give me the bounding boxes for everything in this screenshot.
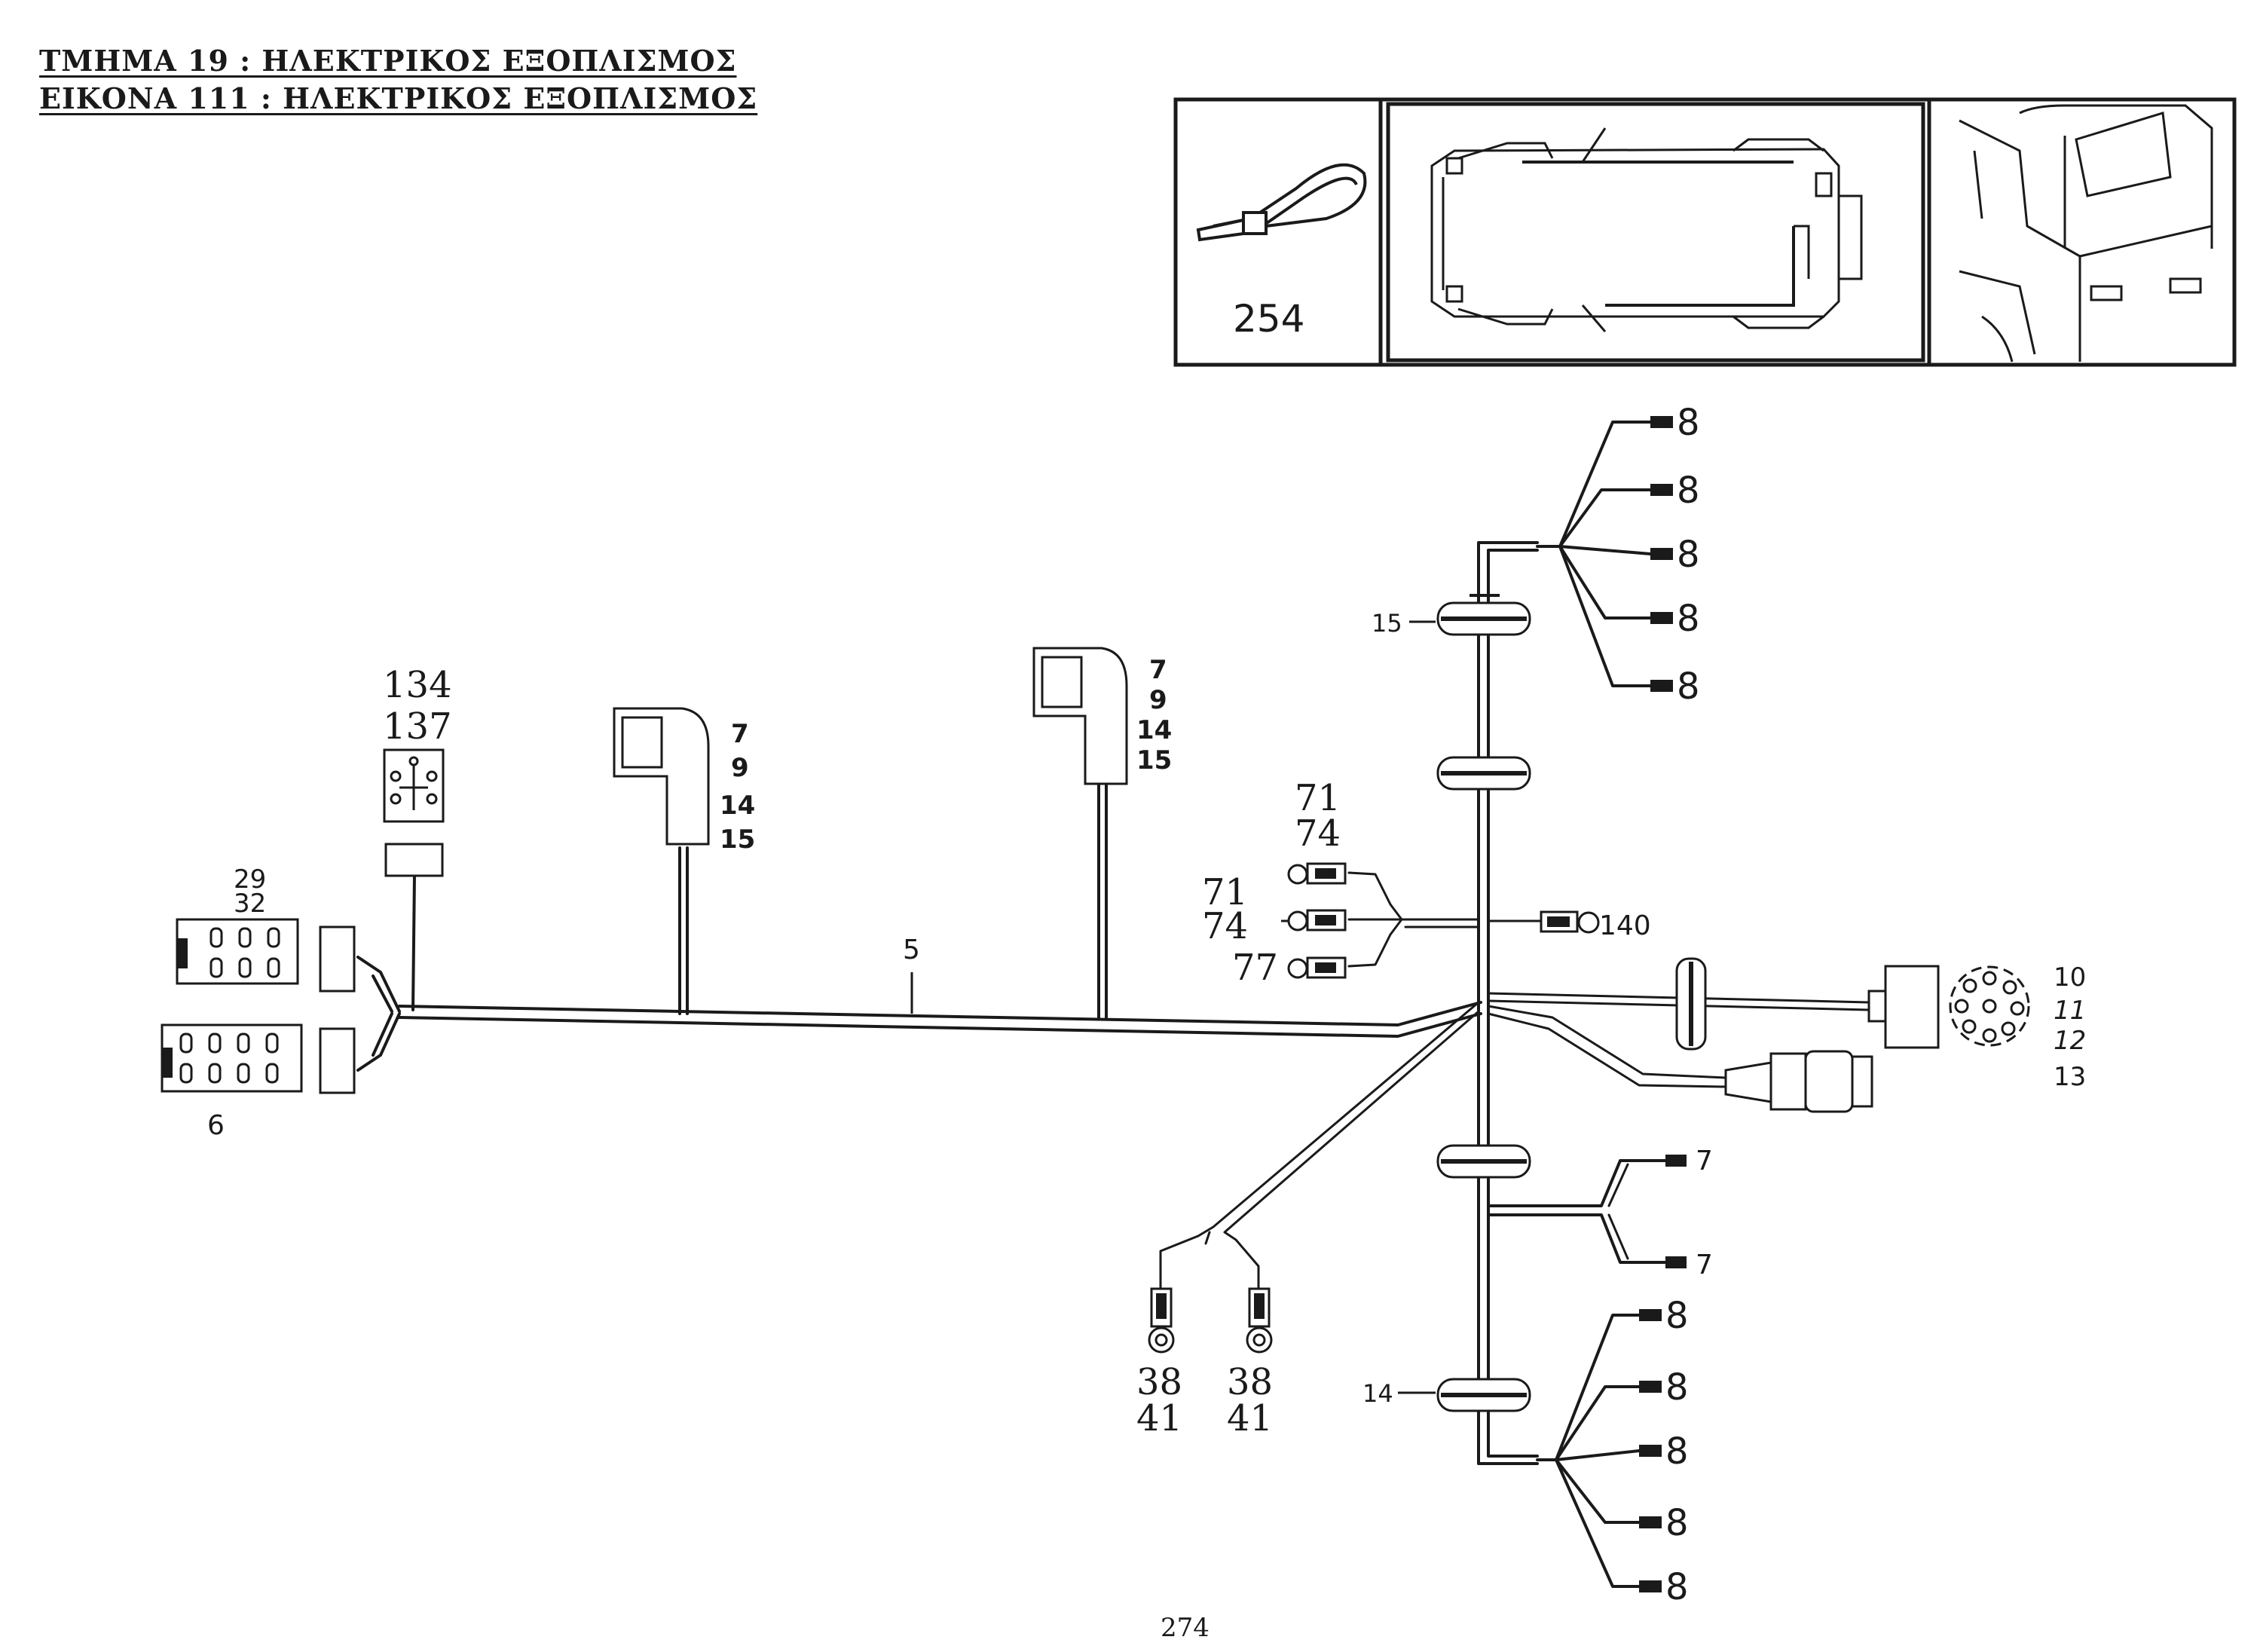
- ring-terminal-71-74: [1287, 909, 1347, 932]
- label-7: 7: [1696, 1250, 1713, 1280]
- label-8: 8: [1677, 665, 1700, 708]
- label-13: 13: [2054, 1062, 2086, 1092]
- label-8: 8: [1677, 534, 1700, 576]
- label-conn-a-15: 15: [720, 824, 755, 855]
- label-77: 77: [1232, 947, 1278, 989]
- label-conn-b-7: 7: [1149, 655, 1167, 685]
- section-title: ΤΜΗΜΑ 19 : ΗΛΕΚΤΡΙΚΟΣ ΕΞΟΠΛΙΣΜΟΣ: [39, 44, 737, 78]
- label-conn-b-9: 9: [1149, 685, 1167, 715]
- label-grommet-15: 15: [1372, 609, 1402, 638]
- label-conn-a-14: 14: [720, 791, 755, 821]
- label-71: 71: [1202, 871, 1248, 913]
- wire-ends-top: [1650, 416, 1673, 692]
- label-12: 12: [2054, 1026, 2086, 1056]
- label-8: 8: [1665, 1566, 1689, 1608]
- label-10: 10: [2054, 962, 2086, 993]
- grommet: [1436, 756, 1531, 791]
- vehicle-top-view: [1430, 127, 1863, 332]
- label-conn-a-7: 7: [731, 719, 749, 749]
- label-grommet-14: 14: [1362, 1379, 1393, 1408]
- ground-terminal-left: [1148, 1287, 1175, 1354]
- ground-terminal-right: [1246, 1287, 1273, 1354]
- page-number: 274: [1161, 1613, 1210, 1643]
- label-conn-a-9: 9: [731, 753, 749, 783]
- connector-b: [1032, 647, 1128, 785]
- label-8: 8: [1665, 1430, 1689, 1473]
- label-32: 32: [234, 889, 266, 919]
- label-8: 8: [1677, 402, 1700, 444]
- connector-6: [161, 1023, 356, 1094]
- switch-134-137: [383, 748, 445, 877]
- wire-end-7: [1665, 1155, 1687, 1167]
- label-conn-b-15: 15: [1136, 745, 1172, 776]
- ring-terminal-77: [1287, 956, 1347, 979]
- ring-terminal-71-74: [1287, 862, 1347, 885]
- grommet-15: [1436, 594, 1531, 636]
- label-137: 137: [383, 705, 452, 748]
- wire-end-7: [1665, 1256, 1687, 1268]
- label-41: 41: [1227, 1397, 1273, 1439]
- label-8: 8: [1677, 598, 1700, 640]
- cable-tie-icon: [1196, 163, 1367, 242]
- ring-terminal-140: [1540, 910, 1600, 934]
- label-74: 74: [1202, 905, 1248, 947]
- label-29: 29: [234, 864, 266, 895]
- label-conn-b-14: 14: [1136, 715, 1172, 745]
- label-8: 8: [1665, 1366, 1689, 1409]
- label-8: 8: [1677, 470, 1700, 512]
- label-8: 8: [1665, 1295, 1689, 1337]
- grommet-14: [1436, 1378, 1531, 1412]
- label-41: 41: [1136, 1397, 1182, 1439]
- cable-tie-number: 254: [1233, 297, 1304, 341]
- vehicle-rear-view: [1959, 104, 2213, 363]
- inset-panel: 254: [1173, 97, 2237, 367]
- trailer-socket-10-13: [1867, 965, 2030, 1049]
- leader-lines: [910, 620, 1436, 1394]
- label-38: 38: [1136, 1361, 1182, 1403]
- label-38: 38: [1227, 1361, 1273, 1403]
- label-5: 5: [903, 935, 920, 965]
- connector-29-32: [176, 918, 356, 993]
- harness-wires: [356, 421, 1870, 1588]
- round-plug: [1724, 1050, 1873, 1113]
- grommet-horizontal: [1675, 957, 1707, 1051]
- grommet: [1436, 1144, 1531, 1179]
- label-11: 11: [2054, 996, 2086, 1026]
- label-134: 134: [383, 664, 452, 706]
- figure-title: ΕΙΚΟΝΑ 111 : ΗΛΕΚΤΡΙΚΟΣ ΕΞΟΠΛΙΣΜΟΣ: [39, 81, 758, 115]
- connector-a: [613, 707, 710, 846]
- label-6: 6: [207, 1110, 225, 1141]
- label-74: 74: [1295, 812, 1341, 855]
- label-71: 71: [1295, 777, 1341, 819]
- label-8: 8: [1665, 1502, 1689, 1544]
- wire-ends-bottom: [1639, 1309, 1662, 1592]
- label-7: 7: [1696, 1146, 1713, 1176]
- label-140: 140: [1599, 910, 1651, 941]
